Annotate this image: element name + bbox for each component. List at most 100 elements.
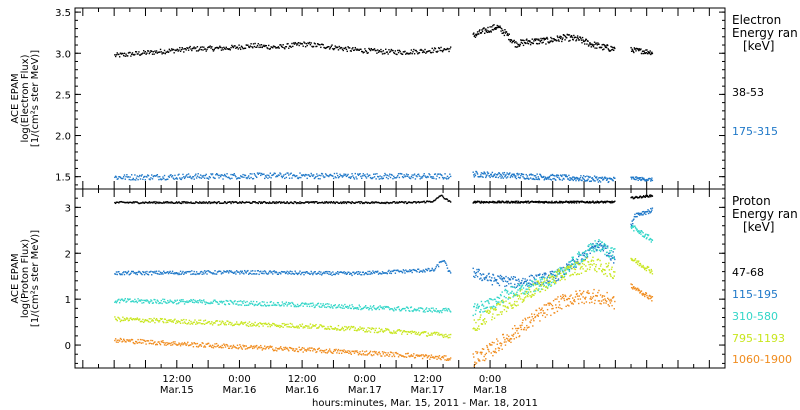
proton-data-point <box>421 354 423 356</box>
electron-data-point <box>205 173 207 176</box>
proton-data-point <box>383 272 385 274</box>
proton-data-point <box>512 200 514 203</box>
proton-data-point <box>497 200 500 202</box>
electron-data-point <box>498 172 501 175</box>
proton-data-point <box>302 202 304 204</box>
proton-data-point <box>631 258 633 260</box>
electron-data-point <box>418 52 421 54</box>
proton-data-point <box>216 301 219 304</box>
proton-data-point <box>575 200 577 203</box>
proton-data-point <box>230 270 232 272</box>
electron-data-point <box>525 39 527 41</box>
proton-data-point <box>364 331 366 333</box>
proton-data-point <box>187 201 190 204</box>
proton-data-point <box>123 201 126 204</box>
proton-data-point <box>441 260 444 262</box>
proton-data-point <box>529 279 531 281</box>
proton-data-point <box>480 314 482 316</box>
proton-data-point <box>578 263 580 266</box>
proton-data-point <box>493 277 496 279</box>
proton-data-point <box>179 345 182 347</box>
electron-data-point <box>509 39 511 41</box>
proton-data-point <box>223 323 226 326</box>
proton-data-point <box>417 333 419 335</box>
proton-data-point <box>291 202 293 204</box>
proton-data-point <box>544 282 547 284</box>
proton-data-point <box>157 201 159 203</box>
proton-data-point <box>290 273 292 275</box>
proton-data-point <box>407 307 409 310</box>
proton-data-point <box>252 200 255 203</box>
proton-data-point <box>641 235 644 237</box>
electron-data-point <box>171 175 174 177</box>
electron-data-point <box>332 48 335 51</box>
proton-data-point <box>383 202 385 205</box>
proton-data-point <box>488 302 490 305</box>
electron-data-point <box>280 45 283 48</box>
proton-data-point <box>555 280 558 282</box>
electron-data-point <box>144 179 147 181</box>
electron-data-point <box>423 51 425 53</box>
proton-data-point <box>361 202 364 205</box>
proton-data-point <box>422 332 425 334</box>
electron-data-point <box>371 177 373 180</box>
proton-data-point <box>177 343 179 346</box>
proton-data-point <box>332 271 334 273</box>
proton-data-point <box>483 277 485 279</box>
electron-data-point <box>225 175 227 178</box>
electron-data-point <box>515 175 517 177</box>
electron-data-point <box>591 177 594 179</box>
proton-data-point <box>231 324 234 327</box>
proton-data-point <box>370 307 373 309</box>
proton-data-point <box>227 300 229 302</box>
electron-data-point <box>494 27 497 29</box>
proton-data-point <box>385 352 387 354</box>
proton-data-point <box>142 318 144 321</box>
proton-data-point <box>187 322 189 325</box>
proton-data-point <box>320 271 322 273</box>
proton-data-point <box>541 276 544 278</box>
proton-data-point <box>186 323 188 325</box>
proton-data-point <box>215 301 218 303</box>
proton-data-point <box>555 277 557 279</box>
electron-data-point <box>296 175 298 177</box>
proton-data-point <box>349 272 352 274</box>
electron-data-point <box>132 177 134 180</box>
proton-data-point <box>445 335 448 338</box>
proton-data-point <box>613 275 615 277</box>
electron-data-point <box>184 176 187 178</box>
electron-data-point <box>229 178 231 180</box>
proton-data-point <box>267 325 269 328</box>
proton-data-point <box>650 271 652 274</box>
electron-data-point <box>535 176 537 179</box>
electron-data-point <box>496 26 498 29</box>
electron-data-point <box>481 175 483 178</box>
proton-data-point <box>556 201 558 203</box>
proton-data-point <box>511 202 514 204</box>
electron-data-point <box>141 174 143 176</box>
proton-data-point <box>529 286 531 288</box>
electron-data-point <box>440 174 442 176</box>
proton-data-point <box>512 296 514 298</box>
electron-data-point <box>332 177 335 180</box>
proton-data-point <box>482 273 485 276</box>
proton-data-point <box>429 270 431 272</box>
electron-data-point <box>375 49 377 52</box>
electron-data-point <box>614 177 616 179</box>
proton-data-point <box>176 202 179 204</box>
proton-data-point <box>509 292 512 294</box>
proton-data-point <box>293 201 296 203</box>
proton-data-point <box>441 311 443 314</box>
proton-data-point <box>326 303 328 305</box>
proton-data-point <box>130 272 132 274</box>
proton-data-point <box>320 306 323 308</box>
proton-data-point <box>377 201 379 204</box>
proton-data-point <box>346 351 348 354</box>
proton-data-point <box>572 201 574 204</box>
proton-data-point <box>361 274 363 276</box>
proton-data-point <box>516 300 518 303</box>
electron-data-point <box>405 53 407 55</box>
proton-data-point <box>400 201 402 203</box>
electron-data-point <box>381 176 383 178</box>
proton-data-point <box>250 202 252 204</box>
